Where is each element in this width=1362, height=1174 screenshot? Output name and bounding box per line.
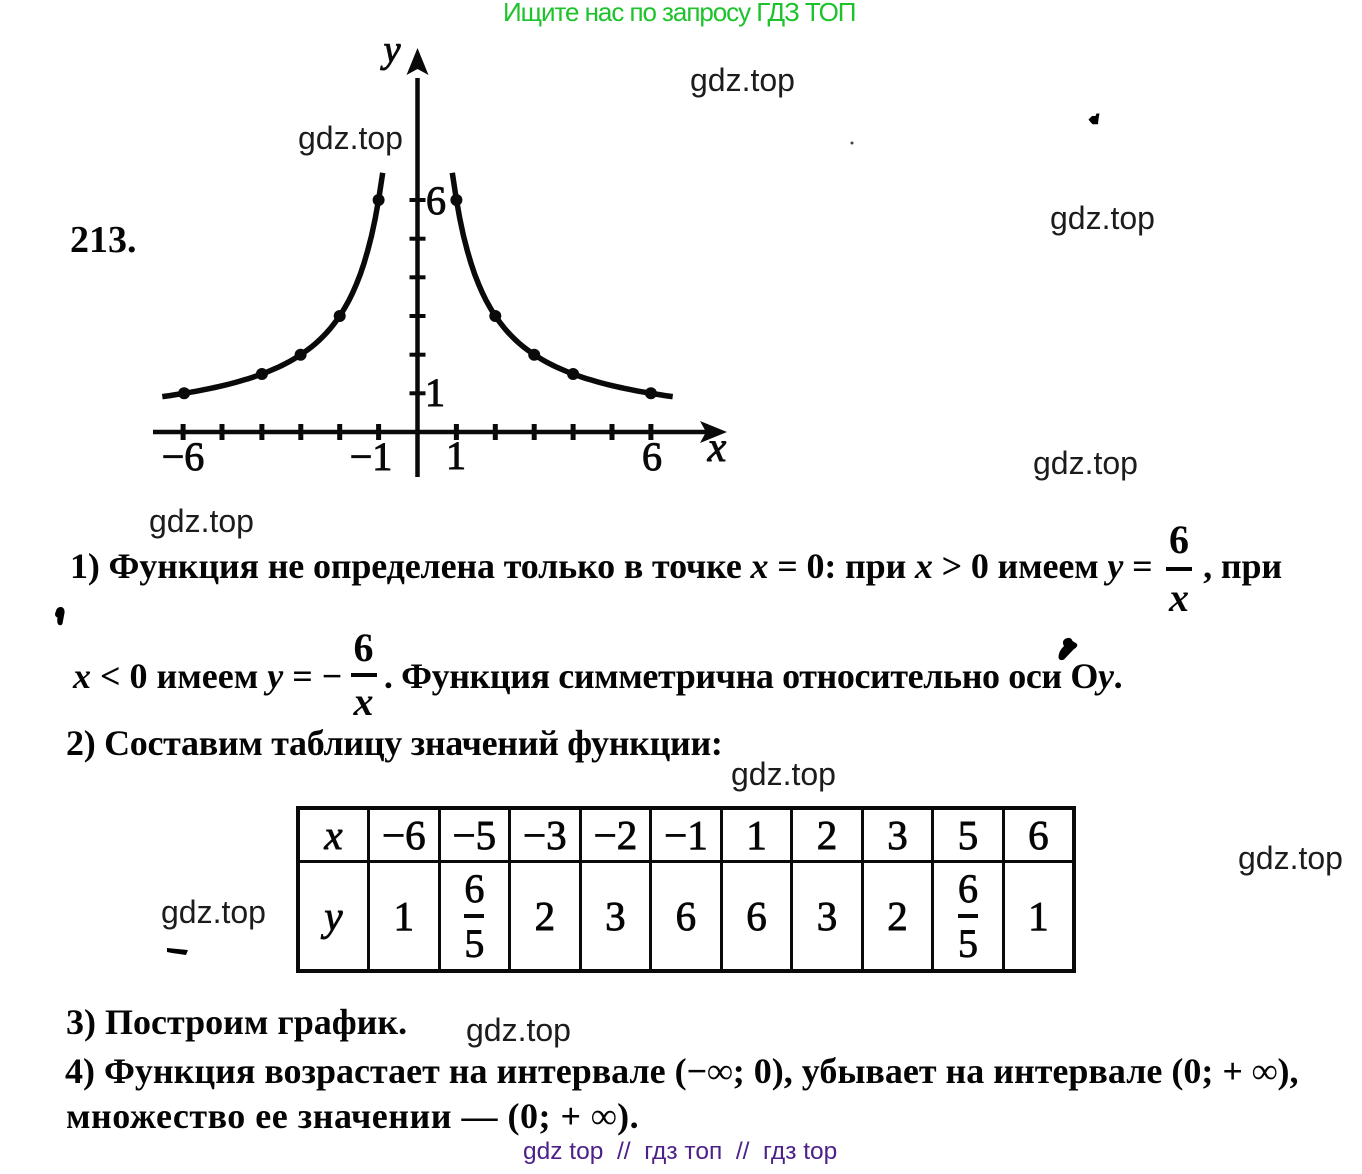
- svg-text:x: x: [707, 425, 727, 471]
- svg-text:−6: −6: [162, 434, 205, 479]
- svg-text:6: 6: [642, 434, 662, 479]
- svg-text:1: 1: [446, 433, 466, 478]
- svg-text:1: 1: [425, 370, 445, 415]
- svg-text:−1: −1: [350, 434, 393, 479]
- svg-text:y: y: [380, 29, 401, 71]
- svg-text:6: 6: [426, 178, 446, 223]
